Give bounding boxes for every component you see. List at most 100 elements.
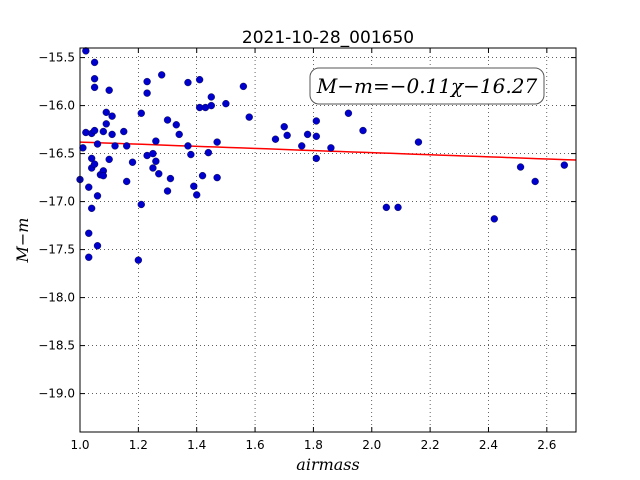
y-axis-label: M−m: [13, 218, 32, 264]
data-point: [149, 164, 157, 172]
data-point: [516, 163, 525, 171]
y-tick-label: −18.5: [38, 339, 75, 353]
fit-line: [79, 141, 577, 161]
data-point: [85, 229, 93, 237]
y-tick-label: −19.0: [38, 387, 75, 401]
data-point: [207, 93, 215, 101]
data-point: [143, 77, 151, 86]
data-point: [90, 75, 99, 83]
data-point: [90, 126, 99, 135]
x-tick-label: 2.4: [479, 438, 498, 452]
data-point: [359, 126, 367, 135]
data-point: [90, 160, 99, 168]
y-tick-label: −16.5: [38, 147, 75, 161]
data-point: [283, 131, 291, 140]
data-point: [120, 127, 128, 136]
fit-line-layer: [79, 141, 577, 161]
data-point: [79, 144, 87, 152]
data-point: [207, 101, 215, 110]
x-tick-label: 1.2: [129, 438, 148, 452]
y-tick-label: −18.0: [38, 291, 75, 305]
data-point: [327, 144, 335, 152]
data-point: [137, 200, 145, 209]
y-tick-label: −17.0: [38, 195, 75, 209]
data-point: [155, 170, 163, 178]
x-axis-label: airmass: [296, 455, 359, 474]
data-point: [128, 158, 137, 166]
data-point: [85, 253, 93, 261]
grid: [79, 48, 576, 432]
data-point: [152, 157, 160, 165]
data-point: [111, 142, 119, 150]
data-point: [85, 183, 93, 191]
x-tick-label: 2.0: [362, 438, 381, 452]
data-point: [222, 100, 230, 108]
annotation-box: [309, 67, 545, 105]
data-point: [149, 149, 157, 158]
data-point: [245, 113, 253, 121]
data-point: [280, 123, 288, 131]
data-point: [187, 150, 195, 159]
data-point: [184, 142, 192, 150]
data-point: [158, 71, 166, 79]
data-point: [271, 135, 280, 143]
data-point: [193, 191, 201, 199]
y-tick-label: −17.5: [38, 243, 75, 257]
data-point: [137, 109, 145, 117]
ticks: 1.0 1.2 1.4 1.6 1.8 2.0 2.2 2.4 2.6 −15.5 −16.0 −16…: [38, 48, 576, 452]
data-point: [134, 256, 143, 264]
data-point: [163, 116, 172, 124]
data-point: [184, 78, 192, 87]
data-point: [213, 173, 221, 182]
data-point: [298, 142, 306, 150]
data-point: [102, 108, 110, 116]
plot-frame: [79, 47, 577, 433]
data-point: [312, 132, 320, 140]
x-tick-label: 1.0: [70, 438, 89, 452]
data-point: [82, 47, 90, 55]
data-point: [394, 203, 402, 212]
data-point: [531, 177, 539, 186]
data-point: [312, 117, 320, 125]
data-point: [490, 215, 498, 223]
data-point: [90, 83, 99, 92]
annotation-text: M−m=−0.11χ−16.27: [316, 74, 538, 98]
data-point: [163, 187, 172, 195]
data-point: [108, 112, 116, 120]
data-point: [152, 137, 160, 145]
data-point: [312, 154, 320, 163]
data-point: [344, 109, 353, 117]
x-tick-label: 1.4: [187, 438, 206, 452]
x-tick-label: 1.8: [304, 438, 323, 452]
data-point: [198, 172, 207, 180]
x-tick-label: 2.6: [537, 438, 556, 452]
data-point: [105, 155, 113, 164]
data-point: [123, 142, 131, 150]
y-tick-label: −16.0: [38, 99, 75, 113]
data-point: [303, 130, 312, 139]
data-point: [93, 242, 102, 250]
x-tick-label: 2.2: [421, 438, 440, 452]
data-point: [204, 148, 213, 157]
data-point: [190, 182, 198, 190]
data-point: [143, 89, 151, 97]
data-point: [105, 86, 113, 94]
data-point: [382, 203, 391, 212]
data-point: [195, 76, 204, 84]
points-layer: [76, 47, 568, 264]
data-point: [172, 121, 180, 129]
data-point: [99, 172, 107, 180]
y-tick-label: −15.5: [38, 51, 75, 65]
data-point: [108, 130, 116, 139]
data-point: [93, 192, 102, 200]
data-point: [123, 177, 131, 186]
data-point: [93, 140, 102, 148]
data-point: [99, 127, 107, 136]
data-point: [88, 154, 96, 163]
data-point: [88, 204, 96, 212]
data-point: [239, 82, 248, 91]
data-point: [166, 174, 175, 183]
data-point: [414, 138, 423, 146]
data-point: [102, 120, 110, 128]
